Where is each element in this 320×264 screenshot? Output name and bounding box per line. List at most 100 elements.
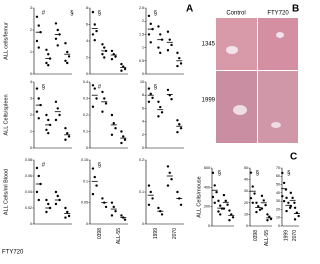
data-point: [266, 219, 269, 222]
data-point: [166, 88, 170, 92]
data-point: [222, 193, 226, 197]
data-point: [93, 23, 96, 26]
data-point: [35, 87, 39, 90]
data-point: [253, 192, 256, 195]
data-point: [211, 195, 215, 199]
data-point: [260, 194, 264, 198]
data-point: [91, 105, 95, 108]
data-point: [110, 133, 114, 136]
y-tick-label: 60: [276, 174, 280, 178]
data-point: [47, 118, 50, 122]
data-point: [120, 141, 123, 145]
data-point: [151, 197, 154, 200]
data-point: [217, 199, 220, 203]
data-point: [66, 131, 69, 135]
data-point: [231, 216, 235, 219]
data-point: [110, 49, 114, 53]
y-tick-label: 600: [204, 166, 210, 170]
data-point: [101, 43, 104, 46]
y-tick-label: 0.3: [83, 96, 88, 100]
data-point: [262, 199, 265, 202]
data-point: [56, 107, 59, 110]
data-point: [35, 190, 39, 194]
vessel: [233, 105, 247, 115]
y-tick-label: 50: [244, 166, 248, 170]
data-point: [54, 190, 58, 194]
data-point: [179, 203, 183, 206]
data-point: [64, 127, 67, 130]
data-point: [54, 37, 58, 40]
y-axis-label: ALL cells/femur: [3, 22, 9, 60]
x-tick-label: ALL-55: [116, 228, 122, 244]
data-point: [178, 123, 181, 126]
data-point: [47, 53, 50, 56]
treatment-label: FTY720: [2, 250, 24, 256]
data-point: [122, 135, 125, 138]
data-point: [47, 131, 50, 135]
y-tick-label: 30: [276, 199, 280, 203]
data-point: [114, 55, 117, 58]
y-axis-label: ALL Cells/spleen: [3, 94, 9, 135]
data-point: [67, 214, 71, 218]
data-point: [37, 46, 40, 49]
vessel: [271, 122, 281, 128]
data-point: [213, 201, 216, 204]
data-point: [159, 105, 162, 109]
data-point: [91, 84, 95, 87]
data-point: [285, 209, 288, 213]
data-point: [166, 30, 170, 33]
x-tick-label: 2070: [292, 230, 298, 241]
x-tick-label: 1999: [284, 230, 290, 241]
annotation: §: [154, 11, 157, 17]
data-point: [166, 49, 170, 52]
data-point: [104, 102, 108, 105]
y-tick-label: 20: [276, 207, 280, 211]
data-point: [147, 87, 151, 90]
data-point: [56, 28, 59, 32]
data-point: [257, 205, 260, 208]
data-point: [66, 210, 69, 214]
data-point: [160, 111, 164, 114]
data-point: [64, 206, 67, 210]
y-tick-label: 4: [86, 39, 88, 43]
data-point: [159, 51, 162, 55]
data-point: [159, 33, 162, 36]
data-point: [95, 184, 98, 187]
y-tick-label: 0: [30, 222, 32, 226]
y-tick-label: 20: [244, 201, 248, 205]
annotation: §: [70, 11, 73, 17]
data-point: [64, 216, 67, 219]
y-tick-label: 2.5: [139, 6, 144, 10]
data-point: [67, 135, 71, 138]
data-point: [93, 175, 96, 179]
data-point: [93, 87, 96, 90]
data-point: [114, 210, 117, 213]
y-tick-label: 50: [276, 183, 280, 187]
data-point: [176, 190, 179, 194]
y-tick-label: 0.1: [139, 190, 144, 194]
data-point: [37, 117, 40, 120]
y-tick-label: 3: [30, 6, 32, 10]
y-tick-label: 0.08: [25, 158, 32, 162]
y-tick-label: 0: [142, 222, 144, 226]
data-point: [166, 184, 170, 187]
y-tick-label: 0.1: [83, 179, 88, 183]
y-tick-label: 3: [30, 96, 32, 100]
data-point: [168, 38, 171, 41]
data-point: [222, 207, 226, 210]
data-point: [157, 46, 160, 49]
data-point: [91, 192, 95, 196]
data-point: [147, 33, 151, 36]
data-point: [110, 201, 114, 204]
data-point: [37, 198, 40, 202]
histology-image: [258, 71, 298, 143]
panel-label: B: [292, 4, 299, 15]
y-tick-label: 4: [30, 80, 32, 84]
data-point: [56, 194, 59, 198]
data-point: [176, 64, 179, 68]
data-point: [176, 119, 179, 122]
data-point: [289, 191, 293, 195]
y-tick-label: 1: [142, 46, 144, 50]
data-point: [282, 199, 286, 203]
